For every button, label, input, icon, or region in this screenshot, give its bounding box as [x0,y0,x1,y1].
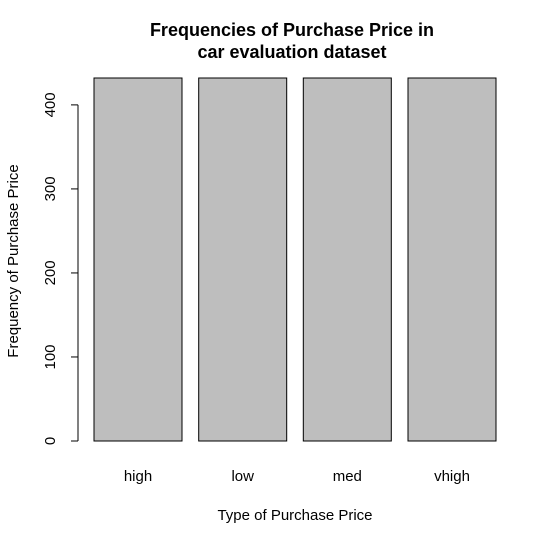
bar-high [93,77,183,442]
x-tick-label-vhigh: vhigh [434,468,470,485]
chart-title-line-1: Frequencies of Purchase Price in [150,20,434,40]
bar-vhigh [407,77,497,442]
y-axis-label: Frequency of Purchase Price [5,164,22,357]
y-tick-label-100: 100 [42,344,59,369]
bars-group [93,77,497,442]
bar-low [198,77,288,442]
y-tick-label-300: 300 [42,176,59,201]
chart-title-line-2: car evaluation dataset [197,42,386,62]
y-axis: 0 100 200 300 400 [42,92,79,445]
x-axis-label: Type of Purchase Price [217,507,372,524]
x-tick-label-low: low [231,468,254,485]
bar-med [302,77,392,442]
y-tick-label-0: 0 [42,437,59,445]
x-tick-label-med: med [333,468,362,485]
x-tick-label-high: high [124,468,152,485]
y-tick-label-400: 400 [42,92,59,117]
y-tick-label-200: 200 [42,260,59,285]
x-tick-labels: high low med vhigh [124,468,470,485]
